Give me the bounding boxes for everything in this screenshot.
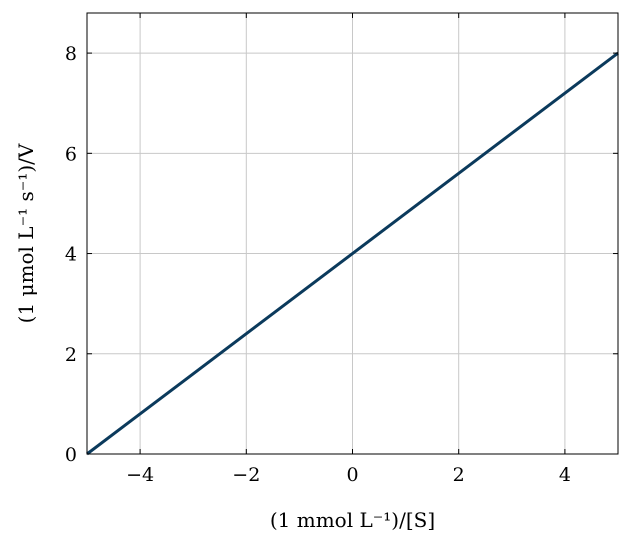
x-tick-label: 4 bbox=[559, 464, 571, 486]
series-line bbox=[86, 51, 619, 456]
series-layer bbox=[86, 51, 619, 456]
y-tick-label: 0 bbox=[65, 444, 77, 466]
y-tick-label: 6 bbox=[65, 143, 77, 165]
y-tick-label: 8 bbox=[65, 43, 77, 65]
x-tick-label: 0 bbox=[346, 464, 358, 486]
y-tick-label: 4 bbox=[65, 244, 77, 266]
ticks: −4 −2 0 2 4 0 2 4 6 8 bbox=[65, 13, 618, 486]
x-tick-label: −4 bbox=[126, 464, 154, 486]
grid bbox=[87, 13, 618, 455]
y-tick-label: 2 bbox=[65, 344, 77, 366]
x-tick-label: 2 bbox=[453, 464, 465, 486]
x-axis-label: (1 mmol L⁻¹)/[S] bbox=[270, 508, 435, 532]
axis-labels: (1 mmol L⁻¹)/[S] (1 μmol L⁻¹ s⁻¹)/V bbox=[14, 143, 435, 532]
x-tick-label: −2 bbox=[232, 464, 260, 486]
y-axis-label: (1 μmol L⁻¹ s⁻¹)/V bbox=[14, 143, 38, 323]
